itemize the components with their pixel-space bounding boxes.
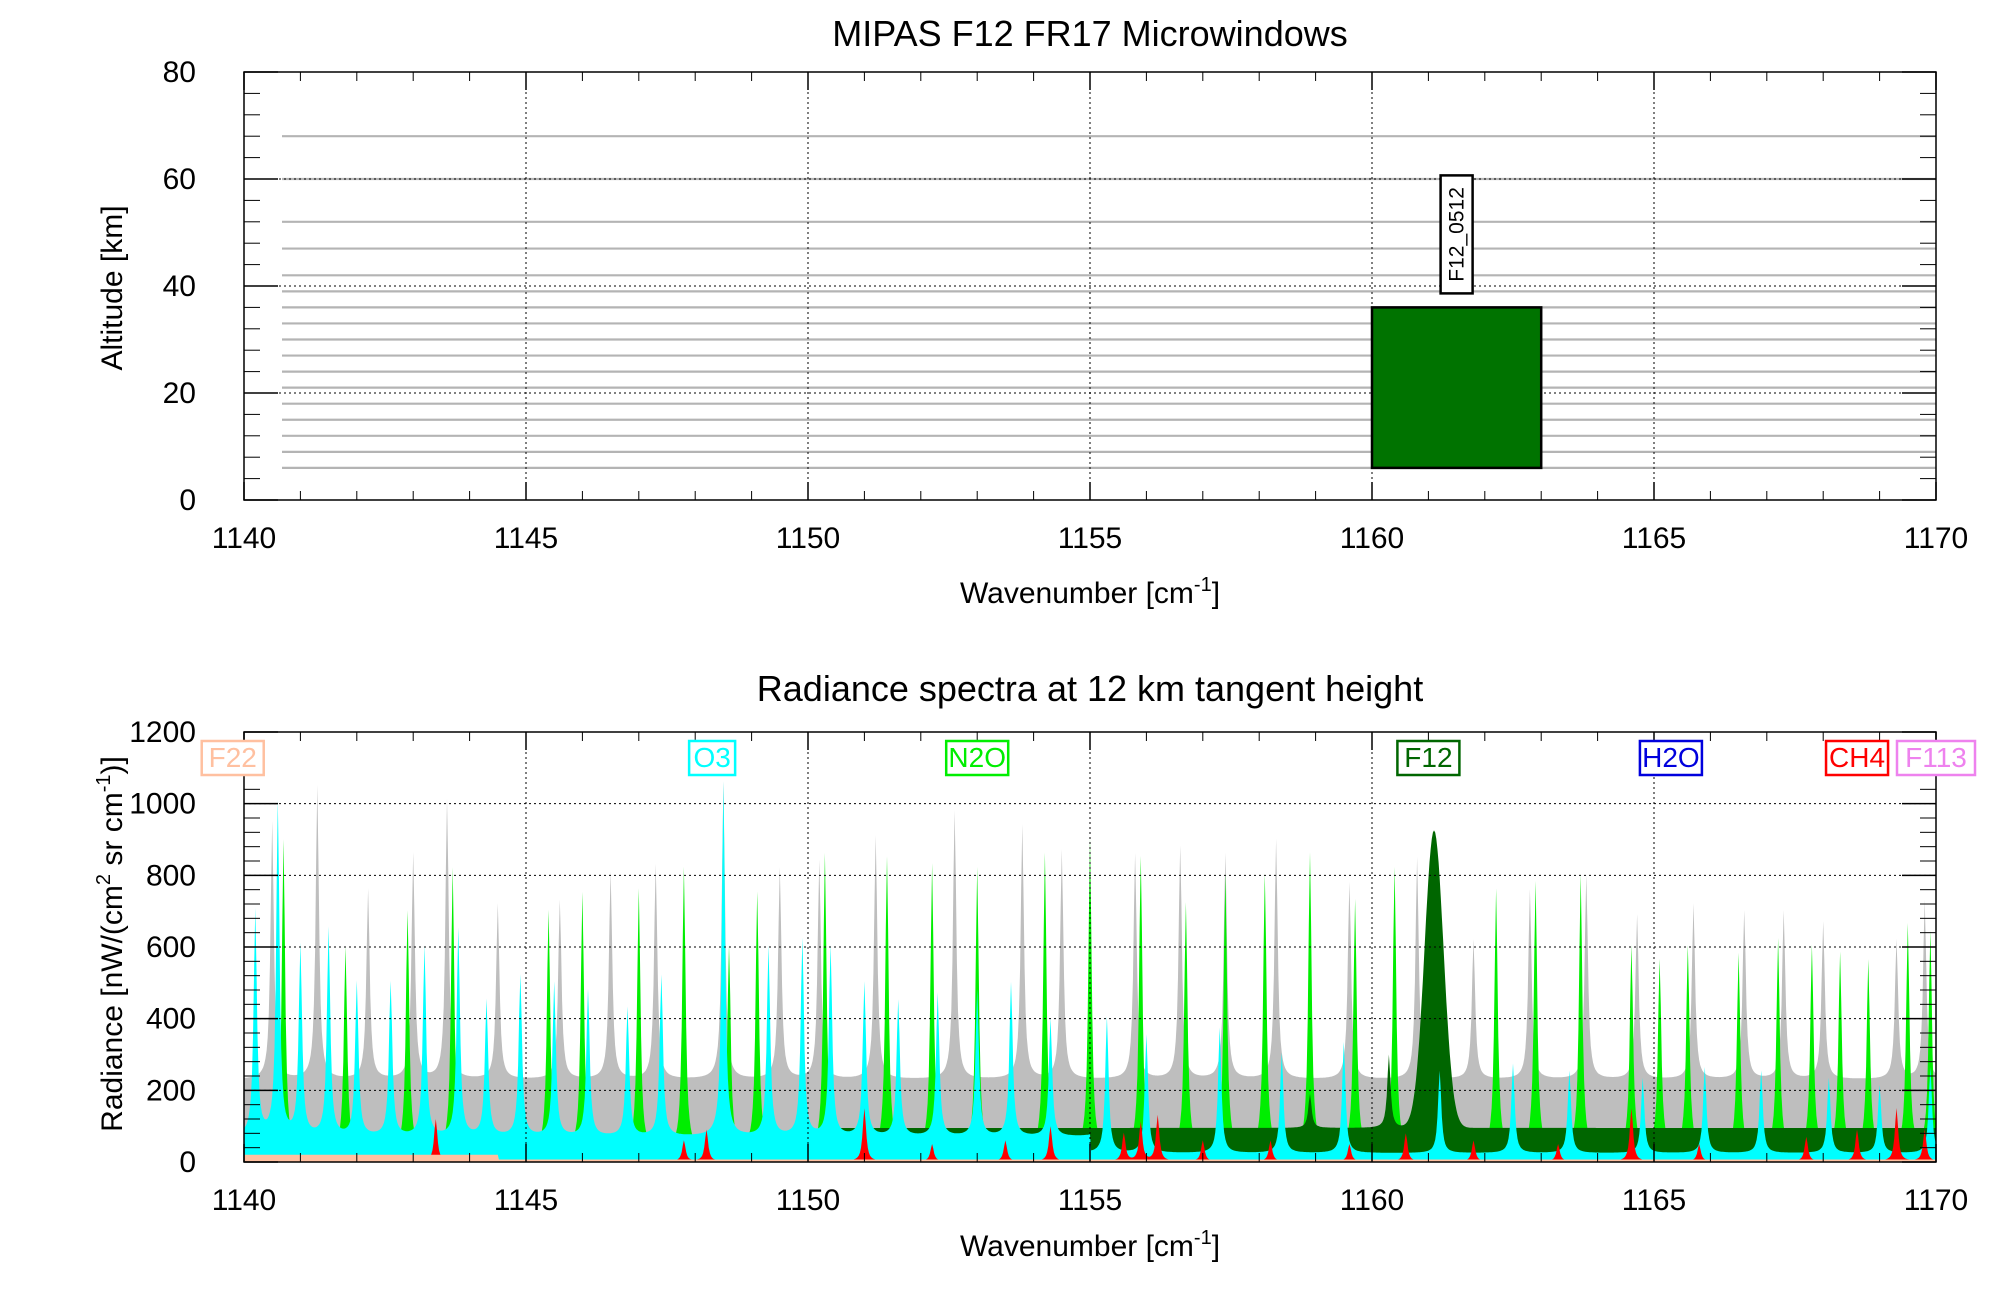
radiance-y-tick-label: 400 [146,1003,196,1036]
legend-label-o3: O3 [693,742,730,773]
microwindow-x-tick-label: 1150 [776,522,841,555]
legend-label-f113: F113 [1905,742,1967,773]
series-area-f22 [244,1154,1936,1162]
microwindow-box [1370,306,1543,470]
radiance-x-tick-label: 1155 [1058,1184,1123,1217]
radiance-x-tick-label: 1165 [1622,1184,1687,1217]
legend-label-f22: F22 [209,742,257,773]
legend-box-ch4 [1824,739,1890,777]
radiance-x-tick-label: 1140 [212,1184,277,1217]
legend-box-f22 [200,739,265,777]
microwindow-x-tick-label: 1160 [1340,522,1405,555]
microwindow-label-box [1439,174,1474,295]
legend-box-o3 [687,739,737,777]
legend-label-h2o: H2O [1642,742,1700,773]
microwindow-y-tick-label: 40 [163,270,196,303]
series-area-n2o [244,838,1936,1162]
microwindow-x-axis-label: Wavenumber [cm-1] [960,574,1220,610]
microwindow-x-tick-labels: 1140 1145 1150 1155 1160 1165 1170 [212,522,1969,555]
radiance-y-tick-label: 200 [146,1074,196,1107]
microwindow-x-tick-label: 1140 [212,522,277,555]
microwindow-y-tick-label: 60 [163,163,196,196]
radiance-y-tick-labels: 0 200 400 600 800 1000 1200 [129,716,196,1179]
radiance-y-tick-label: 1200 [129,716,196,749]
legend-box-f113 [1895,739,1977,777]
radiance-legend: F22 O3 N2O F12 H2O CH4 F113 [200,739,1977,777]
microwindow-y-tick-label: 0 [179,484,196,517]
microwindow-y-tick-label: 20 [163,377,196,410]
radiance-y-tick-label: 800 [146,859,196,892]
radiance-x-tick-labels: 1140 1145 1150 1155 1160 1165 1170 [212,1184,1969,1217]
radiance-y-axis-label: Radiance [nW/(cm2 sr cm-1)] [93,756,129,1132]
legend-label-f12: F12 [1404,742,1452,773]
series-area-o3 [244,781,1936,1162]
radiance-y-tick-label: 0 [179,1146,196,1179]
radiance-chart-title: Radiance spectra at 12 km tangent height [757,668,1423,709]
legend-label-ch4: CH4 [1829,742,1885,773]
radiance-x-tick-label: 1170 [1904,1184,1969,1217]
legend-box-h2o [1638,739,1704,777]
legend-label-n2o: N2O [948,742,1006,773]
radiance-series [244,781,1936,1162]
radiance-x-tick-label: 1150 [776,1184,841,1217]
legend-box-n2o [944,739,1010,777]
microwindow-boxes: F12_0512 [1370,174,1543,470]
microwindow-y-tick-labels: 0 20 40 60 80 [163,56,196,517]
radiance-y-tick-label: 1000 [129,788,196,821]
legend-box-f12 [1396,739,1461,777]
microwindow-x-tick-label: 1155 [1058,522,1123,555]
microwindow-x-tick-label: 1165 [1622,522,1687,555]
microwindow-label: F12_0512 [1446,187,1469,282]
microwindow-axis-ticks [243,71,1937,501]
microwindow-x-tick-label: 1145 [494,522,559,555]
radiance-axis-ticks [243,731,1937,1163]
radiance-panel: Radiance spectra at 12 km tangent height… [93,668,1977,1263]
radiance-x-axis-label: Wavenumber [cm-1] [960,1227,1220,1263]
microwindow-x-tick-label: 1170 [1904,522,1969,555]
microwindow-y-tick-label: 80 [163,56,196,89]
radiance-x-tick-label: 1160 [1340,1184,1405,1217]
microwindow-chart-title: MIPAS F12 FR17 Microwindows [832,13,1347,54]
radiance-x-tick-label: 1145 [494,1184,559,1217]
microwindow-panel: MIPAS F12 FR17 Microwindows F12_0512 114… [96,13,1968,610]
microwindow-y-axis-label: Altitude [km] [96,205,129,370]
radiance-y-tick-label: 600 [146,931,196,964]
